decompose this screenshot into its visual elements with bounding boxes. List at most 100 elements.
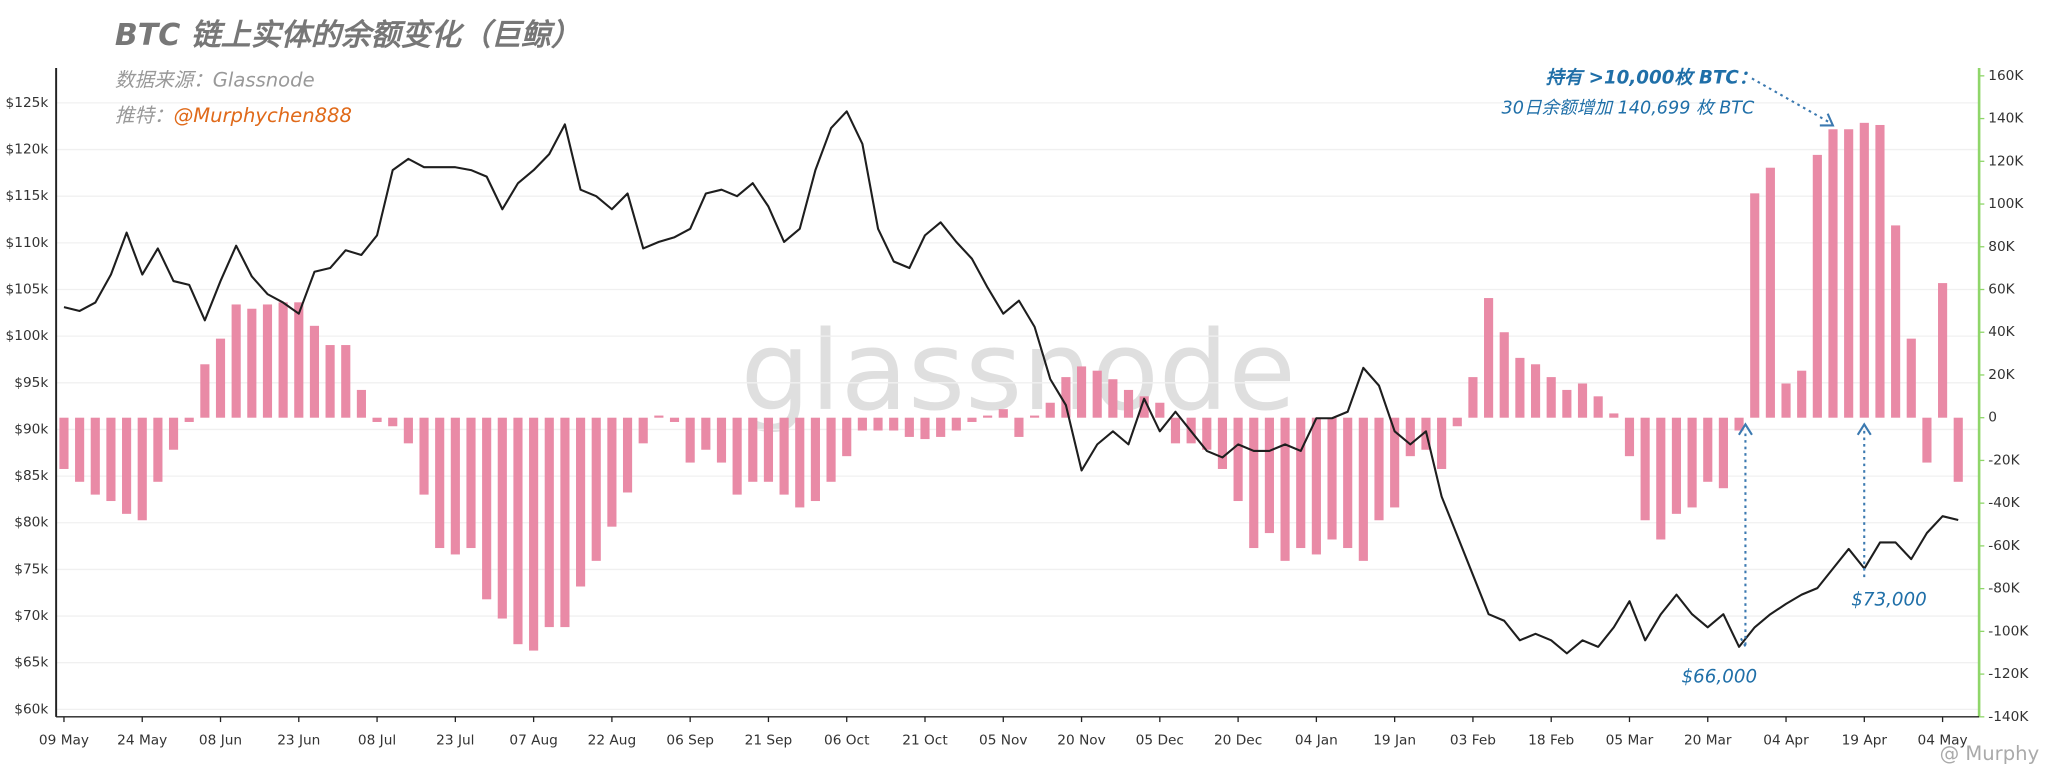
twitter-handle[interactable]: @Murphychen888: [174, 104, 352, 127]
bar: [1703, 417, 1713, 482]
bar: [1327, 417, 1337, 540]
bar: [1358, 417, 1368, 561]
y-tick-label: $100k: [6, 328, 49, 344]
bar: [1155, 402, 1165, 418]
x-tick-label: 20 Dec: [1214, 732, 1262, 748]
bar: [262, 304, 273, 418]
bar: [1530, 364, 1541, 418]
bar: [200, 364, 210, 418]
bar: [1734, 417, 1744, 431]
y-tick-label: $80k: [14, 515, 48, 531]
bar: [748, 417, 758, 482]
y-tick-label: $70k: [14, 608, 48, 624]
y2-tick-label: 20K: [1988, 367, 2015, 383]
y2-tick-label: 160K: [1988, 68, 2024, 84]
x-tick-label: 07 Aug: [509, 732, 558, 748]
bar: [497, 417, 507, 619]
y-tick-label: $95k: [14, 375, 48, 391]
bar: [1828, 129, 1838, 418]
x-tick-label: 23 Jul: [436, 732, 474, 748]
bar: [1593, 396, 1603, 418]
bar: [920, 417, 930, 440]
bar: [1390, 417, 1400, 508]
bar: [1343, 417, 1353, 549]
y-tick-label: $105k: [6, 282, 49, 298]
y2-tick-label: 120K: [1988, 153, 2024, 169]
plot-area: glassnode @ Murphy $60k $65k $70k $75k $80k $85…: [6, 68, 2040, 765]
bar: [685, 417, 695, 463]
bar: [247, 308, 257, 418]
bar: [466, 417, 476, 549]
bar: [106, 417, 116, 502]
bar: [1499, 332, 1509, 418]
bar: [294, 302, 304, 418]
bar: [1484, 298, 1494, 418]
bar: [654, 415, 664, 418]
chart-title: BTC 链上实体的余额变化（巨鲸）: [115, 18, 581, 53]
bar: [983, 415, 993, 418]
bar: [403, 417, 413, 444]
bar: [1718, 417, 1728, 489]
annotation: 持有 >10,000枚 BTC：: [1546, 67, 1757, 88]
bar: [857, 417, 867, 431]
bar: [450, 417, 460, 555]
y-tick-label: $115k: [6, 188, 49, 204]
x-tick-label: 04 Jan: [1295, 732, 1338, 748]
x-tick-label: 24 May: [117, 732, 167, 748]
bar: [59, 417, 69, 469]
y2-tick-label: -20K: [1988, 452, 2020, 468]
bar: [576, 417, 586, 587]
y2-tick-label: -80K: [1988, 581, 2020, 597]
x-tick-label: 06 Oct: [824, 732, 870, 748]
bar: [137, 417, 147, 521]
bar: [1108, 379, 1118, 418]
bar: [607, 417, 617, 527]
price-line: [63, 110, 1959, 655]
y2-tick-label: -60K: [1988, 538, 2020, 554]
x-tick-label: 20 Mar: [1684, 732, 1732, 748]
bar: [1045, 402, 1055, 418]
bar: [1938, 283, 1948, 418]
bar: [669, 417, 680, 422]
bar: [1233, 417, 1243, 502]
bar: [1249, 417, 1259, 549]
y2-tick-label: -120K: [1988, 666, 2029, 682]
bar: [215, 338, 226, 418]
y-tick-label: $125k: [6, 95, 49, 111]
bar: [701, 417, 711, 450]
bar: [482, 417, 492, 600]
bar: [1687, 417, 1697, 508]
bar: [75, 417, 85, 482]
y2-tick-label: 60K: [1988, 282, 2015, 298]
x-tick-label: 09 May: [39, 732, 89, 748]
bar: [419, 417, 429, 495]
bar: [1859, 122, 1869, 418]
bar: [1515, 357, 1525, 418]
bar: [1014, 417, 1024, 437]
y-tick-label: $120k: [6, 142, 49, 158]
bar: [1906, 338, 1916, 418]
bar: [529, 417, 539, 651]
annotation-arrows: [1739, 77, 1866, 647]
y2-tick-label: 40K: [1988, 324, 2015, 340]
bar: [1875, 124, 1885, 418]
bar: [309, 325, 320, 418]
bar: [904, 417, 914, 437]
annotation: $73,000: [1851, 590, 1927, 611]
bar: [1061, 377, 1071, 418]
y2-tick-label: 0: [1988, 410, 1997, 426]
x-tick-label: 21 Oct: [902, 732, 948, 748]
bar: [372, 417, 382, 422]
bar: [168, 417, 179, 450]
twitter-label: 推特：: [115, 104, 174, 127]
bar: [1437, 417, 1447, 469]
bar: [638, 417, 648, 444]
bar: [873, 417, 883, 431]
bar: [795, 417, 805, 508]
x-tick-label: 19 Apr: [1842, 732, 1888, 748]
bar: [1624, 417, 1635, 457]
bar: [1468, 377, 1478, 418]
bar: [184, 417, 194, 422]
bar: [967, 417, 977, 422]
